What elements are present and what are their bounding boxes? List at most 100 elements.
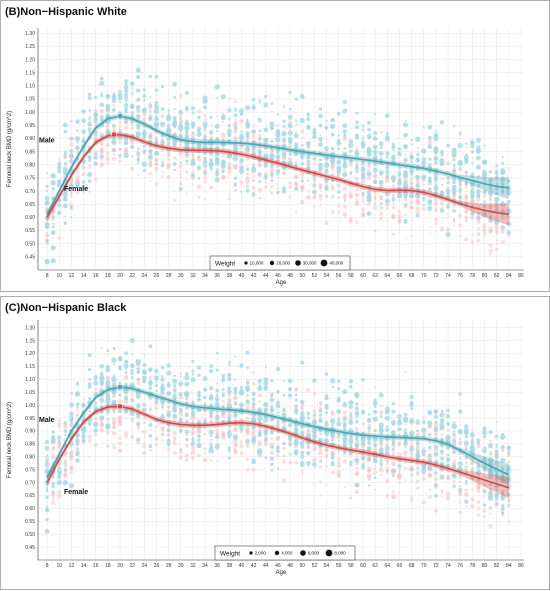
female-point <box>476 227 481 231</box>
female-point <box>123 431 129 436</box>
male-point <box>52 449 55 452</box>
male-point <box>355 402 359 406</box>
male-point <box>380 190 383 193</box>
male-point <box>123 84 129 90</box>
male-point <box>93 421 99 427</box>
y-tick-label: 0.55 <box>25 228 35 234</box>
male-point <box>191 438 195 442</box>
male-point <box>240 385 243 389</box>
male-point <box>269 153 275 159</box>
male-point <box>263 127 269 133</box>
male-point <box>343 147 347 150</box>
male-point <box>161 391 164 395</box>
female-point <box>148 132 153 136</box>
female-point <box>410 496 414 499</box>
female-point <box>458 501 462 504</box>
male-point <box>135 358 141 365</box>
male-point <box>148 434 153 438</box>
male-point <box>476 441 481 445</box>
male-point <box>488 443 494 449</box>
female-point <box>222 384 225 386</box>
male-point <box>294 398 298 402</box>
female-point <box>215 431 220 436</box>
male-point <box>459 480 462 483</box>
male-point <box>216 398 219 401</box>
female-point <box>391 183 395 187</box>
male-point <box>118 89 122 93</box>
female-point <box>204 427 207 430</box>
female-point <box>471 428 474 432</box>
male-point <box>354 133 359 138</box>
male-point <box>208 162 214 168</box>
male-point <box>57 169 62 174</box>
legend-title: Weight <box>220 550 240 557</box>
male-point <box>147 154 153 160</box>
male-point <box>184 391 190 397</box>
female-point <box>94 387 97 391</box>
male-point <box>148 423 153 427</box>
male-point <box>459 457 462 460</box>
male-point <box>51 196 56 201</box>
male-point <box>287 130 293 136</box>
male-point <box>252 406 255 409</box>
female-point <box>295 172 298 175</box>
female-point <box>385 493 390 498</box>
female-point <box>434 221 438 226</box>
male-point <box>106 104 110 108</box>
male-point <box>263 408 268 412</box>
female-point <box>45 466 49 469</box>
male-point <box>307 163 310 165</box>
male-point <box>329 123 336 129</box>
female-point <box>476 219 481 225</box>
male-point <box>81 180 86 184</box>
y-tick-label: 0.70 <box>25 189 35 195</box>
male-point <box>446 143 451 148</box>
female-point <box>336 173 341 178</box>
female-point <box>282 155 286 160</box>
female-point <box>482 232 487 236</box>
male-point <box>319 187 322 190</box>
male-point <box>70 455 73 458</box>
female-point <box>246 161 249 164</box>
male-point <box>318 136 323 142</box>
male-point <box>307 413 310 416</box>
male-point <box>214 444 220 450</box>
female-point <box>87 164 92 169</box>
male-point <box>136 147 140 151</box>
female-point <box>361 188 365 191</box>
female-point <box>76 408 79 412</box>
male-point <box>246 394 249 397</box>
male-point <box>87 421 92 426</box>
male-point <box>422 189 426 192</box>
male-point <box>251 397 256 402</box>
female-point <box>403 451 408 456</box>
male-point <box>203 163 207 168</box>
male-point <box>264 177 267 181</box>
female-point <box>214 419 220 425</box>
male-point <box>299 154 305 159</box>
female-point <box>129 139 135 145</box>
male-point <box>440 149 444 154</box>
male-point <box>239 363 244 368</box>
female-point <box>348 416 353 421</box>
male-point <box>373 146 377 150</box>
x-tick-label: 12 <box>69 563 75 569</box>
male-point <box>482 169 487 174</box>
male-point <box>240 144 243 147</box>
male-point <box>149 150 152 153</box>
male-point <box>81 159 86 164</box>
male-point <box>45 259 49 264</box>
male-point <box>202 121 208 127</box>
male-point <box>228 378 231 382</box>
male-point <box>301 158 304 161</box>
male-point <box>475 155 481 161</box>
male-point <box>161 114 164 117</box>
female-point <box>458 484 462 488</box>
male-point <box>402 191 409 197</box>
male-point <box>142 168 146 172</box>
female-point <box>161 439 164 442</box>
female-point <box>155 147 158 150</box>
weight-legend: Weight 2,000 4,000 6,000 8,000 <box>214 545 356 561</box>
male-point <box>136 414 141 419</box>
male-point <box>433 427 439 433</box>
